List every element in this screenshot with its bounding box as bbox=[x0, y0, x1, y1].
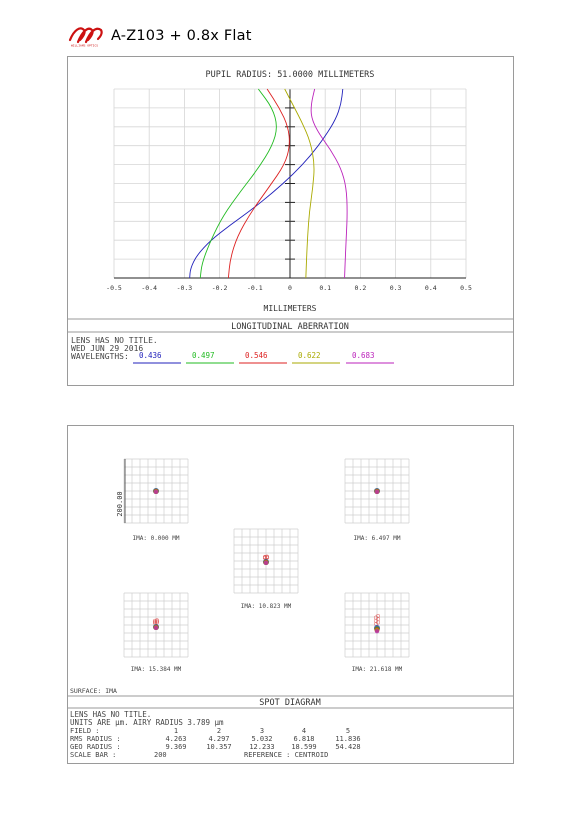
field-image-height: IMA: 21.618 MM bbox=[352, 666, 403, 673]
field-number: 1 bbox=[174, 727, 178, 735]
geo-value: 18.599 bbox=[291, 743, 316, 751]
date-line: WED JUN 29 2016 bbox=[71, 344, 143, 353]
rms-value: 6.818 bbox=[293, 735, 314, 743]
spot-field-4: IMA: 15.384 MM bbox=[123, 592, 189, 673]
legend-label-0.436: 0.436 bbox=[139, 351, 162, 360]
x-tick-label: 0 bbox=[288, 284, 292, 292]
legend-label-0.683: 0.683 bbox=[352, 351, 375, 360]
longitudinal-aberration-chart: PUPIL RADIUS: 51.0000 MILLIMETERS -0.5 -0… bbox=[68, 70, 513, 364]
x-tick-label: -0.3 bbox=[177, 284, 193, 292]
spot-cluster bbox=[373, 613, 381, 634]
geo-label: GEO RADIUS : bbox=[70, 743, 121, 751]
reference-line: REFERENCE : CENTROID bbox=[244, 751, 328, 759]
spot-diagram-panel: IMA: 0.000 MM IMA: 6.497 MM IMA: 10.823 MM… bbox=[67, 425, 514, 764]
page-header: WILLIAMS OPTICS A-Z103 + 0.8x Flat bbox=[68, 22, 252, 50]
geo-value: 12.233 bbox=[249, 743, 274, 751]
section-title: LONGITUDINAL ABERRATION bbox=[231, 322, 349, 332]
rms-label: RMS RADIUS : bbox=[70, 735, 121, 743]
spot-grids: IMA: 0.000 MM IMA: 6.497 MM IMA: 10.823 MM… bbox=[123, 458, 410, 673]
curve-0.683 bbox=[310, 88, 348, 279]
legend-label-0.622: 0.622 bbox=[298, 351, 321, 360]
x-tick-labels: -0.5 -0.4 -0.3 -0.2 -0.1 0 0.1 0.2 0.3 0.4 0.5 bbox=[106, 284, 472, 292]
scale-bar-value: 200 bbox=[154, 751, 167, 759]
aberration-curves bbox=[189, 88, 348, 279]
scale-label: 200.00 bbox=[116, 491, 124, 516]
x-tick-label: -0.5 bbox=[106, 284, 122, 292]
lens-title: LENS HAS NO TITLE. bbox=[71, 336, 158, 345]
curve-0.497 bbox=[199, 88, 277, 279]
spot-cluster bbox=[153, 488, 159, 494]
chart-grid bbox=[113, 88, 467, 279]
spot-cluster bbox=[262, 554, 270, 565]
longitudinal-aberration-panel: PUPIL RADIUS: 51.0000 MILLIMETERS -0.5 -0… bbox=[67, 56, 514, 386]
x-tick-label: -0.1 bbox=[247, 284, 263, 292]
geo-value: 54.428 bbox=[335, 743, 360, 751]
spot-field-3: IMA: 10.823 MM bbox=[233, 528, 299, 610]
field-number: 5 bbox=[346, 727, 350, 735]
x-tick-label: 0.1 bbox=[319, 284, 331, 292]
spot-cluster bbox=[374, 488, 380, 494]
field-label: FIELD : bbox=[70, 727, 100, 735]
scale-bar-label: SCALE BAR : bbox=[70, 751, 116, 759]
chart-title: PUPIL RADIUS: 51.0000 MILLIMETERS bbox=[206, 70, 375, 80]
spot-field-5: IMA: 21.618 MM bbox=[344, 592, 410, 673]
surface-label: SURFACE: IMA bbox=[70, 687, 117, 695]
x-tick-label: -0.2 bbox=[212, 284, 228, 292]
field-image-height: IMA: 6.497 MM bbox=[354, 535, 401, 542]
spot-table-values: 1 2 3 4 5 4.263 4.297 5.032 6.818 11.836 9.369 10.3… bbox=[165, 727, 360, 751]
x-tick-label: 0.3 bbox=[390, 284, 402, 292]
williams-optics-logo: WILLIAMS OPTICS bbox=[68, 27, 103, 48]
curve-0.622 bbox=[284, 88, 315, 279]
x-tick-label: 0.5 bbox=[460, 284, 472, 292]
spot-field-1: IMA: 0.000 MM bbox=[123, 458, 189, 542]
x-tick-label: -0.4 bbox=[141, 284, 157, 292]
curve-0.436 bbox=[189, 88, 344, 279]
wavelengths-label: WAVELENGTHS: bbox=[71, 352, 129, 361]
rms-value: 4.263 bbox=[165, 735, 186, 743]
spot-field-2: IMA: 6.497 MM bbox=[344, 458, 410, 542]
wavelength-legend: 0.436 0.497 0.546 0.622 0.683 bbox=[133, 351, 394, 364]
rms-value: 4.297 bbox=[208, 735, 229, 743]
logo-text: WILLIAMS OPTICS bbox=[71, 44, 98, 48]
legend-label-0.546: 0.546 bbox=[245, 351, 268, 360]
x-tick-label: 0.2 bbox=[355, 284, 367, 292]
x-axis-label: MILLIMETERS bbox=[264, 304, 317, 313]
field-image-height: IMA: 0.000 MM bbox=[133, 535, 180, 542]
field-image-height: IMA: 15.384 MM bbox=[131, 666, 182, 673]
page-title: A-Z103 + 0.8x Flat bbox=[111, 28, 252, 44]
curve-0.546 bbox=[227, 88, 290, 279]
rms-value: 11.836 bbox=[335, 735, 360, 743]
spot-diagram-chart: IMA: 0.000 MM IMA: 6.497 MM IMA: 10.823 MM… bbox=[68, 458, 513, 759]
legend-label-0.497: 0.497 bbox=[192, 351, 215, 360]
field-number: 4 bbox=[302, 727, 306, 735]
geo-value: 9.369 bbox=[165, 743, 186, 751]
field-number: 3 bbox=[260, 727, 264, 735]
x-tick-label: 0.4 bbox=[425, 284, 437, 292]
geo-value: 10.357 bbox=[206, 743, 231, 751]
units-line: UNITS ARE µm. AIRY RADIUS 3.789 µm bbox=[70, 718, 224, 727]
section-title: SPOT DIAGRAM bbox=[259, 698, 320, 708]
spot-cluster bbox=[152, 618, 160, 630]
field-number: 2 bbox=[217, 727, 221, 735]
rms-value: 5.032 bbox=[251, 735, 272, 743]
lens-title: LENS HAS NO TITLE. bbox=[70, 710, 151, 719]
field-image-height: IMA: 10.823 MM bbox=[241, 603, 292, 610]
